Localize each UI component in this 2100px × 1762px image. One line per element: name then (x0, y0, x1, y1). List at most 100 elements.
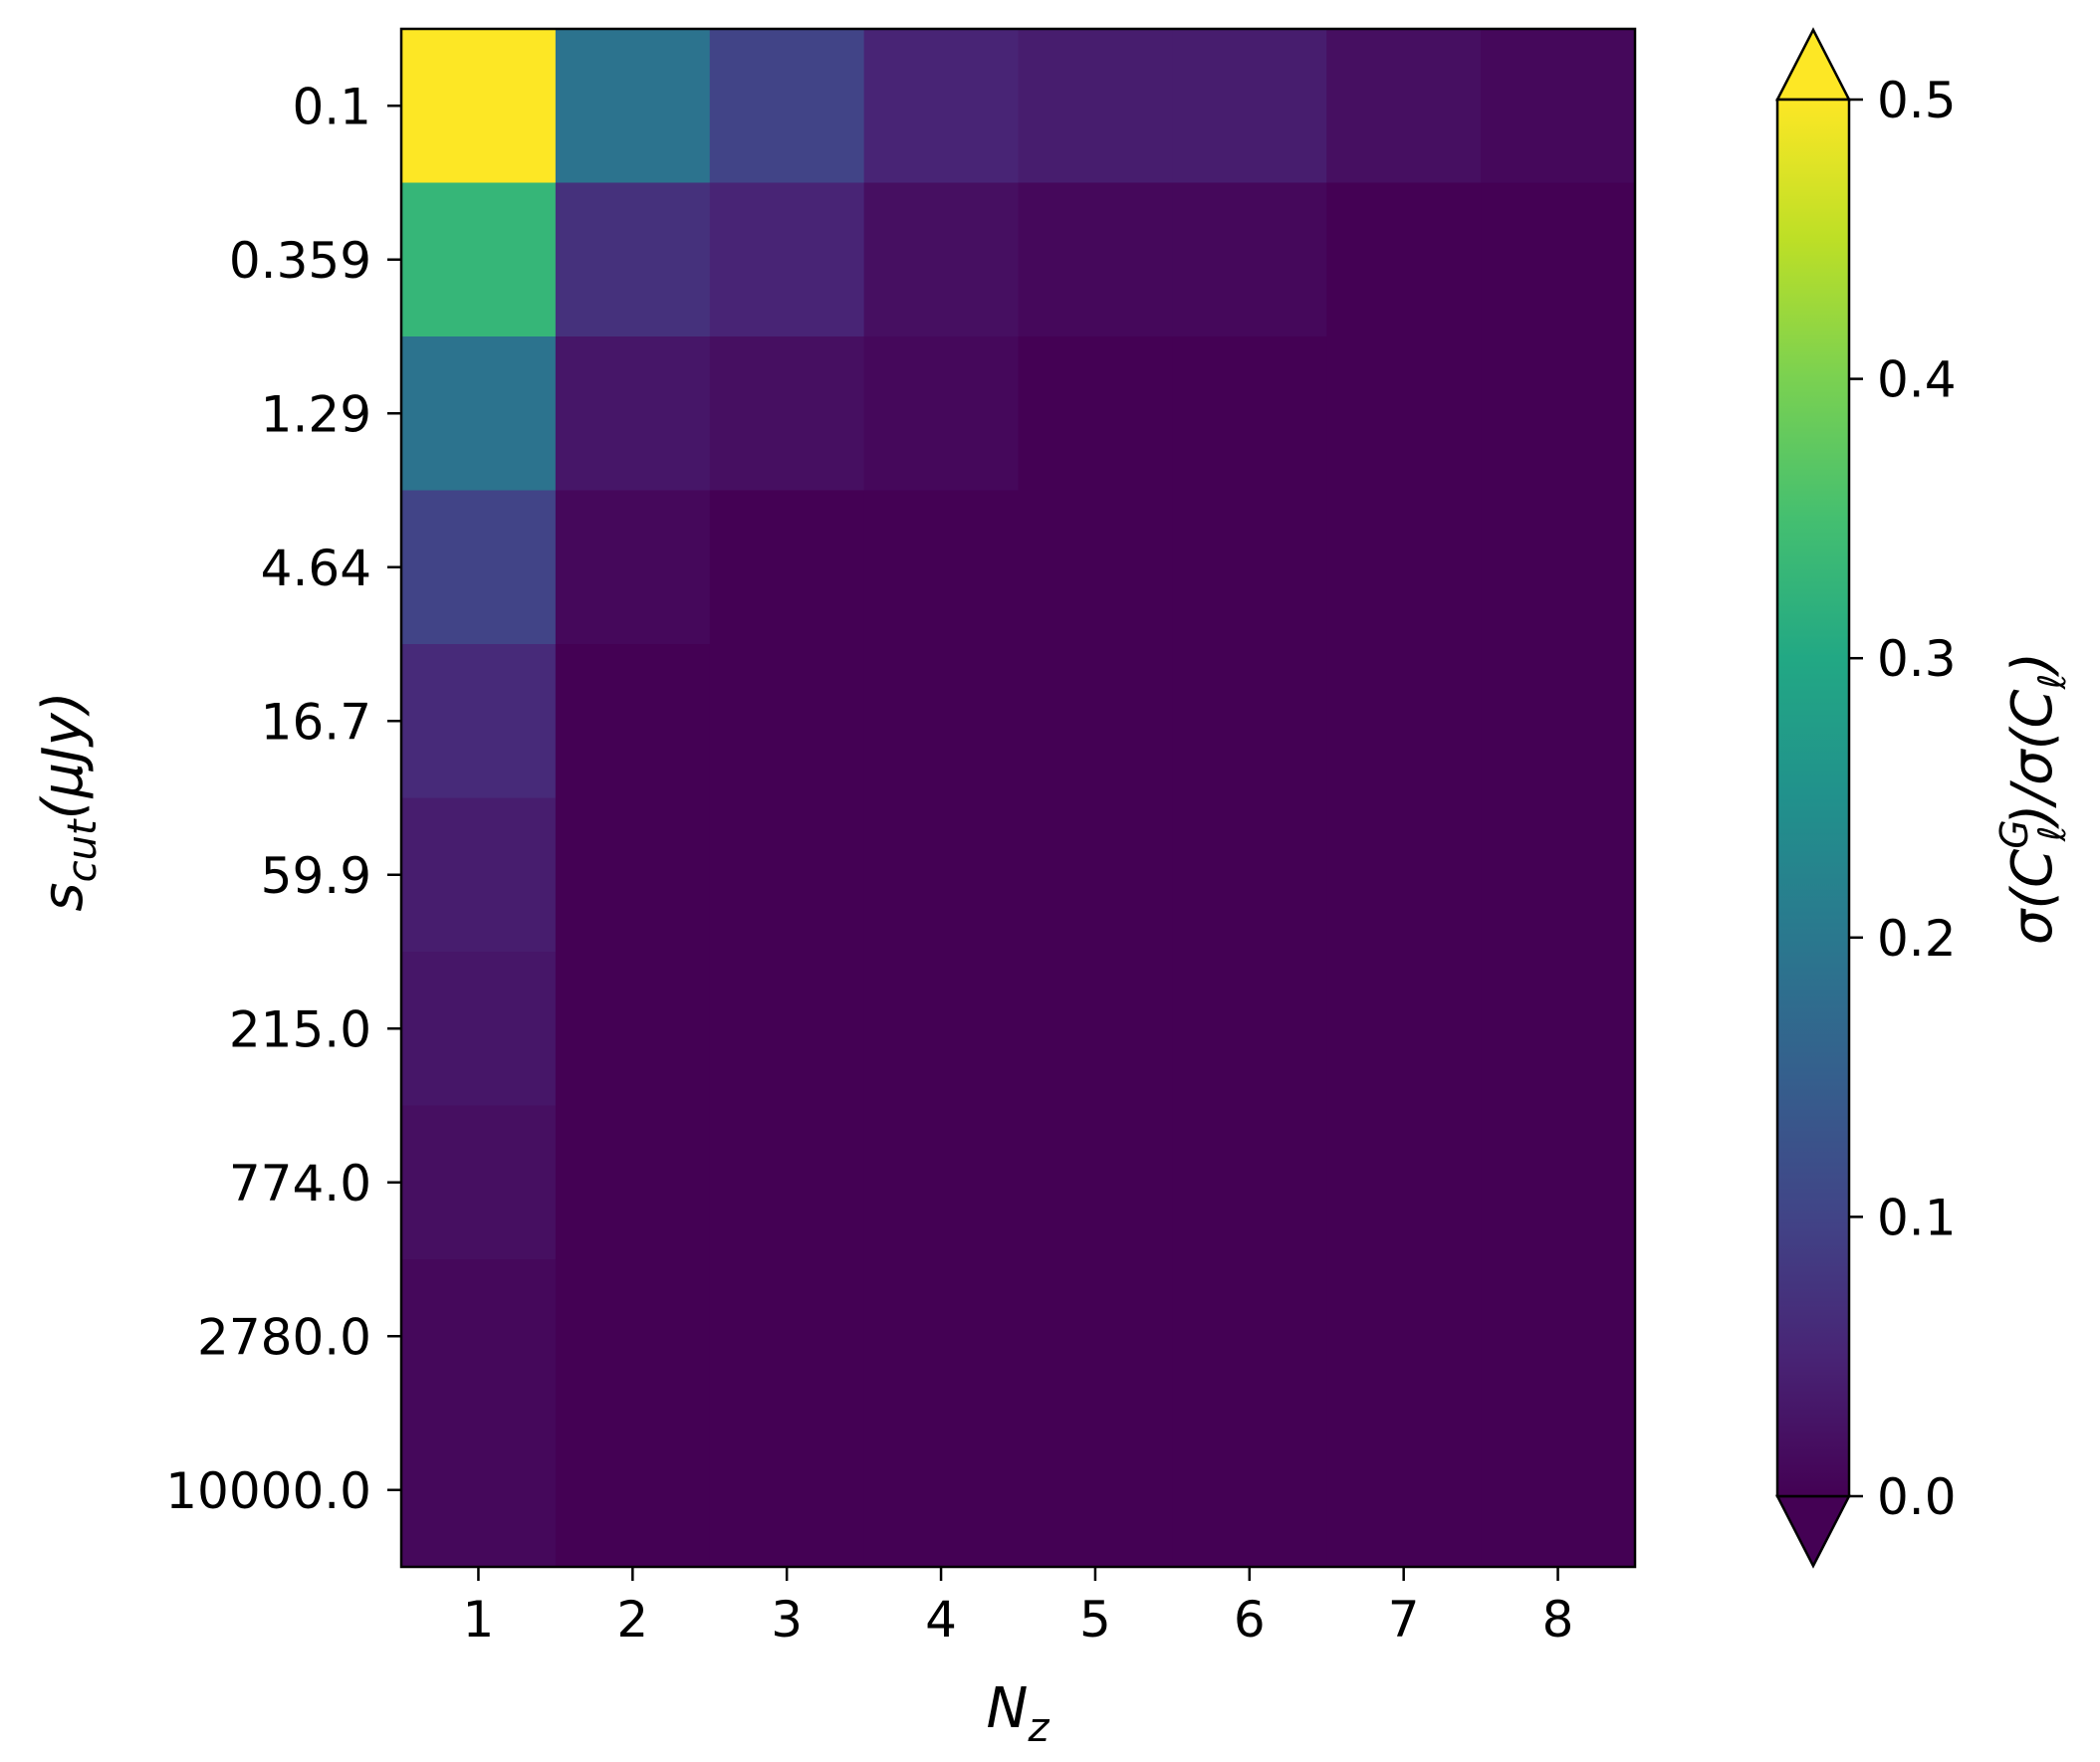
heatmap-cell (1481, 1413, 1636, 1568)
colorbar-tick-label: 0.3 (1877, 630, 1957, 688)
colorbar-tick-label: 0.4 (1877, 351, 1957, 409)
heatmap-cell (401, 797, 557, 953)
heatmap-cell (401, 952, 557, 1107)
heatmap-cell (863, 797, 1020, 953)
heatmap-cell (1018, 336, 1173, 492)
heatmap-cell (1172, 797, 1327, 953)
y-tick-label: 59.9 (261, 847, 371, 905)
heatmap-cell (863, 1413, 1020, 1568)
heatmap-cells (401, 29, 1636, 1568)
colorbar-extend-bottom (1774, 1494, 1852, 1569)
x-tick-label: 8 (1542, 1591, 1574, 1649)
y-tick-label: 0.359 (229, 232, 371, 290)
heatmap-cell (1326, 182, 1482, 337)
heatmap-cell (555, 952, 711, 1107)
heatmap-cell (555, 182, 711, 337)
y-tick-label: 10000.0 (165, 1462, 371, 1520)
heatmap-cell (1172, 1105, 1327, 1260)
x-tick-label: 7 (1388, 1591, 1420, 1649)
heatmap-cell (863, 1259, 1020, 1415)
heatmap-cell (401, 1105, 557, 1260)
heatmap-cell (1326, 1259, 1482, 1415)
heatmap-cell (1172, 644, 1327, 799)
heatmap-cell (1172, 1259, 1327, 1415)
heatmap-cell (863, 182, 1020, 337)
heatmap-cell (555, 644, 711, 799)
colorbar-tick-label: 0.1 (1877, 1189, 1957, 1246)
heatmap-cell (555, 797, 711, 953)
heatmap-cell (1018, 952, 1173, 1107)
heatmap-cell (1172, 29, 1327, 184)
heatmap-cell (1481, 644, 1636, 799)
heatmap-cell (1018, 797, 1173, 953)
heatmap-cell (863, 490, 1020, 645)
x-tick-label: 5 (1079, 1591, 1111, 1649)
y-axis-ticks: 0.1 0.359 1.29 4.64 16.7 59.9 215.0 774.0 2780.0… (165, 78, 401, 1520)
heatmap-cell (709, 1413, 865, 1568)
colorbar-label: σ(CGℓ)/σ(Cℓ) (1992, 652, 2074, 945)
heatmap-cell (1481, 490, 1636, 645)
colorbar-ticks: 0.0 0.1 0.2 0.3 0.4 0.5 (1849, 72, 1957, 1526)
colorbar-tick-label: 0.5 (1877, 72, 1957, 129)
heatmap-cell (709, 336, 865, 492)
heatmap-cell (709, 490, 865, 645)
heatmap-cell (555, 490, 711, 645)
heatmap-cell (1326, 29, 1482, 184)
heatmap-cell (555, 336, 711, 492)
heatmap-cell (863, 336, 1020, 492)
heatmap-cell (1326, 644, 1482, 799)
heatmap-cell (709, 182, 865, 337)
y-tick-label: 4.64 (261, 540, 371, 597)
heatmap-cell (555, 1105, 711, 1260)
y-tick-label: 215.0 (229, 1000, 371, 1058)
colorbar-tick-label: 0.0 (1877, 1468, 1957, 1526)
y-tick-label: 0.1 (292, 78, 371, 135)
heatmap-cell (709, 644, 865, 799)
heatmap-cell (1018, 1259, 1173, 1415)
heatmap-cell (1326, 797, 1482, 953)
heatmap-cell (401, 336, 557, 492)
heatmap-cell (1172, 1413, 1327, 1568)
heatmap-cell (1172, 490, 1327, 645)
heatmap-cell (1018, 29, 1173, 184)
heatmap-cell (1481, 797, 1636, 953)
colorbar: 0.0 0.1 0.2 0.3 0.4 0.5 σ(CGℓ)/σ(Cℓ) (1774, 27, 2074, 1569)
x-axis-ticks: 1 2 3 4 5 6 7 8 (463, 1567, 1574, 1649)
y-tick-label: 2780.0 (197, 1308, 371, 1366)
heatmap-cell (1481, 952, 1636, 1107)
heatmap-cell (863, 952, 1020, 1107)
heatmap-cell (863, 644, 1020, 799)
heatmap-cell (555, 1413, 711, 1568)
x-tick-label: 4 (925, 1591, 957, 1649)
heatmap-cell (709, 952, 865, 1107)
heatmap-cell (1481, 182, 1636, 337)
heatmap-cell (1018, 644, 1173, 799)
heatmap-cell (863, 29, 1020, 184)
colorbar-extend-top (1774, 27, 1852, 102)
x-axis-label: Nz (987, 1676, 1050, 1751)
heatmap-cell (555, 29, 711, 184)
heatmap-cell (1326, 490, 1482, 645)
heatmap-cell (401, 29, 557, 184)
y-tick-label: 774.0 (229, 1155, 371, 1212)
heatmap-cell (1481, 336, 1636, 492)
heatmap-cell (709, 1105, 865, 1260)
heatmap-cell (1481, 1105, 1636, 1260)
heatmap-cell (1326, 1413, 1482, 1568)
y-tick-label: 16.7 (261, 693, 371, 751)
heatmap-cell (401, 1413, 557, 1568)
heatmap-cell (1018, 1413, 1173, 1568)
y-tick-label: 1.29 (261, 385, 371, 443)
heatmap-cell (401, 182, 557, 337)
heatmap-cell (1172, 952, 1327, 1107)
heatmap-cell (401, 1259, 557, 1415)
y-axis-label: scut(μJy) (31, 691, 106, 911)
heatmap-cell (401, 644, 557, 799)
heatmap-cell (1018, 182, 1173, 337)
heatmap-cell (709, 797, 865, 953)
heatmap-cell (1172, 182, 1327, 337)
heatmap-cell (555, 1259, 711, 1415)
x-tick-label: 2 (616, 1591, 648, 1649)
colorbar-gradient (1775, 98, 1851, 1498)
